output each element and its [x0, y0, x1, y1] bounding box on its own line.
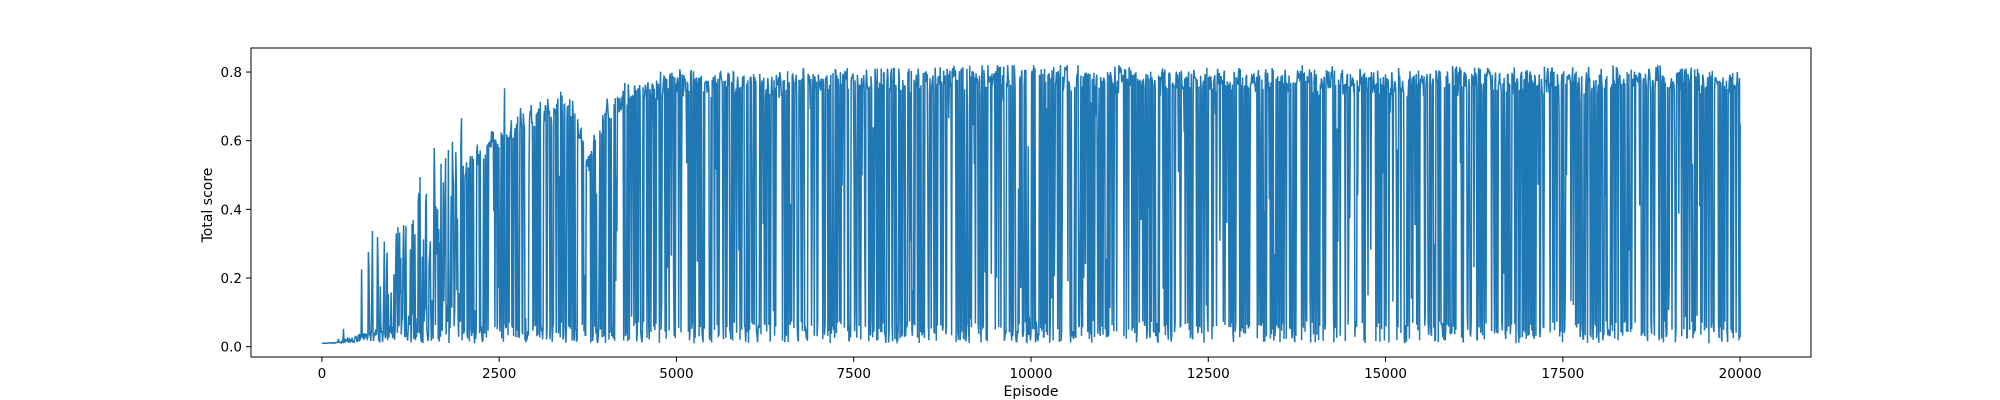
series-line-total-score — [321, 65, 1741, 345]
x-tick-label: 15000 — [1364, 366, 1407, 382]
x-tick-label: 17500 — [1541, 366, 1584, 382]
y-tick-label: 0.0 — [221, 340, 242, 356]
x-tick-label: 12500 — [1187, 366, 1230, 382]
x-tick-label: 7500 — [837, 366, 871, 382]
x-tick-label: 20000 — [1719, 366, 1762, 382]
x-tick-label: 0 — [318, 366, 327, 382]
x-tick-label: 5000 — [659, 366, 693, 382]
plot-area — [321, 65, 1741, 345]
x-tick-label: 10000 — [1010, 366, 1053, 382]
y-tick-label: 0.4 — [221, 202, 242, 218]
y-tick-label: 0.8 — [221, 65, 242, 81]
y-tick-label: 0.2 — [221, 271, 242, 287]
x-axis-label: Episode — [1004, 384, 1059, 400]
y-tick-label: 0.6 — [221, 134, 242, 150]
axes: 0 2500 5000 7500 10000 12500 15000 17500 20000 0.… — [221, 47, 1812, 382]
x-tick-label: 2500 — [482, 366, 516, 382]
y-axis-label: Total score — [200, 168, 216, 244]
